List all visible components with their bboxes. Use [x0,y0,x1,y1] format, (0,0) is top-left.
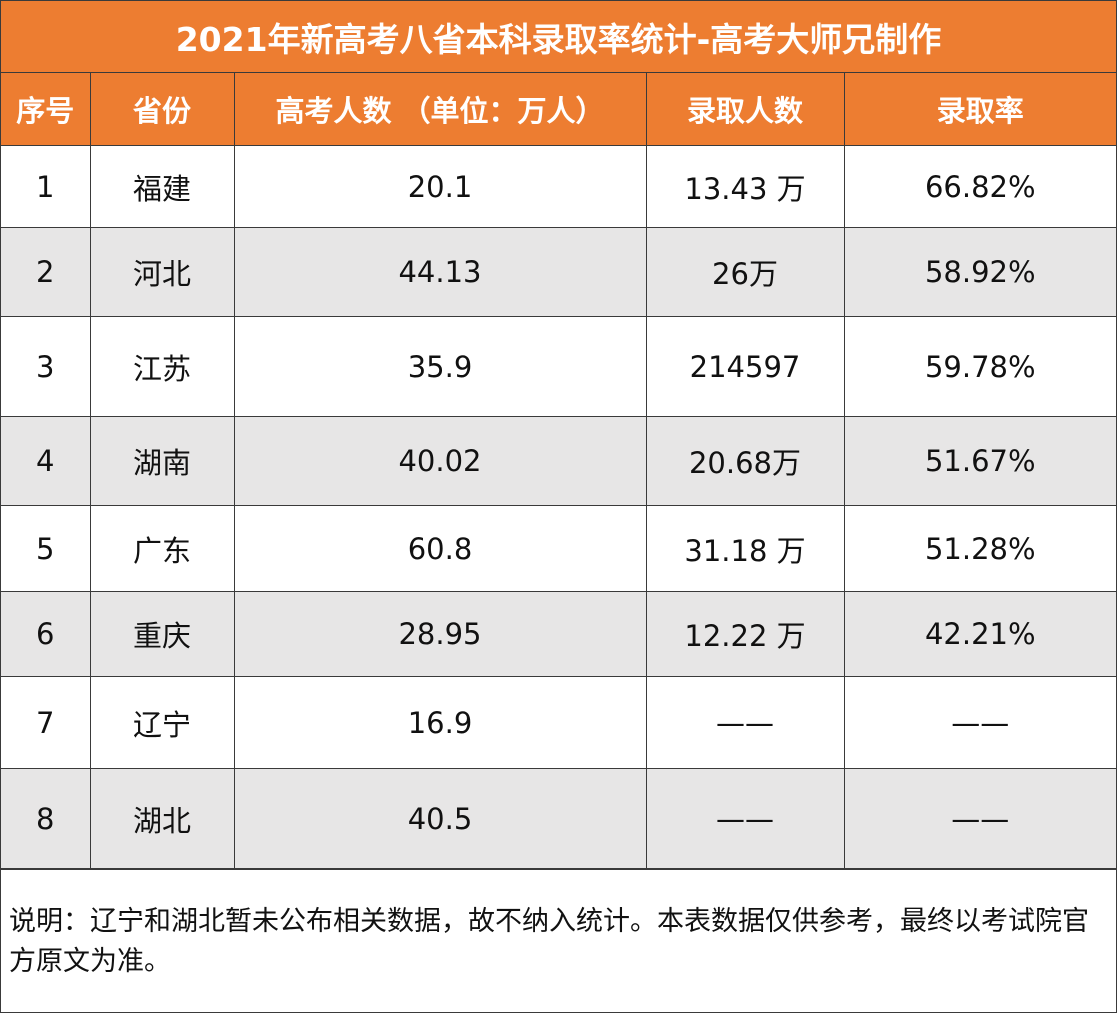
table-row: 7 辽宁 16.9 —— —— [1,676,1116,769]
admission-table: 序号 省份 高考人数 （单位：万人） 录取人数 录取率 1 福建 20.1 13… [1,73,1116,869]
cell-admitted: —— [645,768,845,869]
cell-examinees: 40.02 [233,416,647,506]
cell-no: 2 [1,227,91,317]
sheet-title: 2021年新高考八省本科录取率统计-高考大师兄制作 [1,1,1116,73]
cell-no: 3 [1,316,91,417]
cell-no: 7 [1,676,91,769]
header-province: 省份 [89,73,235,146]
cell-examinees: 40.5 [233,768,647,869]
cell-admitted: 26万 [645,227,845,317]
table-row: 5 广东 60.8 31.18 万 51.28% [1,505,1116,592]
cell-province: 河北 [89,227,235,317]
table-row: 6 重庆 28.95 12.22 万 42.21% [1,591,1116,677]
cell-examinees: 44.13 [233,227,647,317]
cell-rate: 51.67% [843,416,1116,506]
cell-admitted: 214597 [645,316,845,417]
cell-province: 广东 [89,505,235,592]
cell-no: 5 [1,505,91,592]
table-row: 3 江苏 35.9 214597 59.78% [1,316,1116,417]
cell-no: 4 [1,416,91,506]
table-header: 序号 省份 高考人数 （单位：万人） 录取人数 录取率 [1,73,1116,146]
header-rate: 录取率 [843,73,1116,146]
cell-examinees: 16.9 [233,676,647,769]
cell-rate: 66.82% [843,145,1116,228]
header-no: 序号 [1,73,91,146]
cell-province: 辽宁 [89,676,235,769]
cell-admitted: —— [645,676,845,769]
cell-province: 江苏 [89,316,235,417]
cell-examinees: 28.95 [233,591,647,677]
cell-no: 1 [1,145,91,228]
table-row: 8 湖北 40.5 —— —— [1,768,1116,869]
header-examinees: 高考人数 （单位：万人） [233,73,647,146]
table-row: 4 湖南 40.02 20.68万 51.67% [1,416,1116,506]
cell-province: 湖北 [89,768,235,869]
cell-admitted: 20.68万 [645,416,845,506]
cell-province: 福建 [89,145,235,228]
cell-admitted: 12.22 万 [645,591,845,677]
header-admitted: 录取人数 [645,73,845,146]
cell-rate: —— [843,768,1116,869]
table-body: 1 福建 20.1 13.43 万 66.82% 2 河北 44.13 26万 … [1,145,1116,869]
cell-no: 8 [1,768,91,869]
cell-province: 重庆 [89,591,235,677]
cell-examinees: 60.8 [233,505,647,592]
cell-examinees: 35.9 [233,316,647,417]
cell-admitted: 31.18 万 [645,505,845,592]
cell-rate: 58.92% [843,227,1116,317]
table-row: 2 河北 44.13 26万 58.92% [1,227,1116,317]
cell-rate: —— [843,676,1116,769]
cell-rate: 51.28% [843,505,1116,592]
cell-admitted: 13.43 万 [645,145,845,228]
cell-province: 湖南 [89,416,235,506]
cell-no: 6 [1,591,91,677]
cell-examinees: 20.1 [233,145,647,228]
cell-rate: 59.78% [843,316,1116,417]
cell-rate: 42.21% [843,591,1116,677]
footnote: 说明：辽宁和湖北暂未公布相关数据，故不纳入统计。本表数据仅供参考，最终以考试院官… [1,869,1116,982]
table-row: 1 福建 20.1 13.43 万 66.82% [1,145,1116,228]
